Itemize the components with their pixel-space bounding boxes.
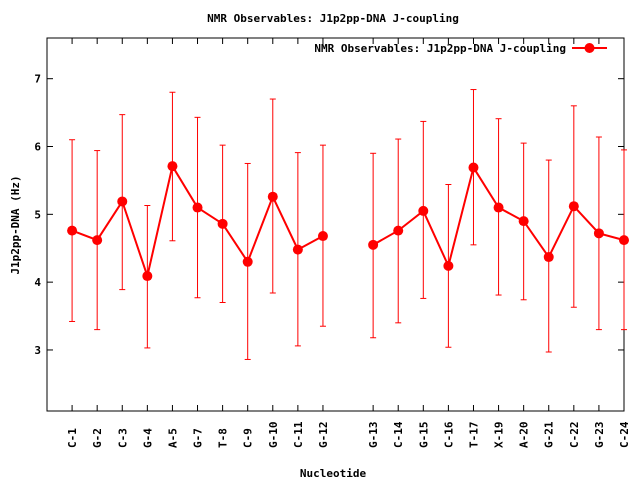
x-tick-label: C-9 <box>242 428 255 448</box>
data-point <box>418 205 429 216</box>
data-point <box>593 228 604 239</box>
x-tick-label: G-4 <box>141 428 154 448</box>
data-point <box>267 191 278 202</box>
legend: NMR Observables: J1p2pp-DNA J-coupling <box>314 42 607 55</box>
data-point <box>493 202 504 213</box>
x-tick-label: C-16 <box>442 421 455 448</box>
x-axis: C-1 G-2 C-3 G-4 A-5 G-7 T-8 C-9 G-10 C-11 G-12 G-13… <box>66 38 631 448</box>
x-tick-label: X-19 <box>493 422 506 448</box>
y-tick-label: 5 <box>34 208 41 221</box>
y-axis-label: J1p2pp-DNA (Hz) <box>9 175 22 274</box>
data-points <box>67 161 629 282</box>
x-tick-label: G-7 <box>192 428 205 448</box>
x-tick-label: C-14 <box>392 421 405 448</box>
x-tick-label: G-10 <box>267 422 280 449</box>
x-tick-label: G-2 <box>91 428 104 448</box>
y-tick-label: 4 <box>34 276 41 289</box>
series-lines <box>71 163 625 280</box>
data-point <box>192 202 203 213</box>
data-point <box>142 271 153 282</box>
x-tick-label: C-1 <box>66 428 79 448</box>
data-point <box>242 256 253 267</box>
x-axis-label: Nucleotide <box>300 467 367 480</box>
data-point <box>292 244 303 255</box>
data-point <box>619 235 629 246</box>
x-tick-label: T-17 <box>467 422 480 449</box>
data-point <box>117 196 128 207</box>
y-axis: 3 4 5 6 7 <box>34 73 624 357</box>
plot-frame <box>46 37 625 412</box>
x-tick-label: C-3 <box>116 428 129 448</box>
data-point <box>167 161 178 172</box>
x-tick-label: G-21 <box>543 421 556 448</box>
data-point <box>217 218 228 229</box>
y-tick-label: 7 <box>34 73 41 86</box>
data-point <box>443 260 454 271</box>
legend-label: NMR Observables: J1p2pp-DNA J-coupling <box>314 42 566 55</box>
x-tick-label: C-11 <box>292 421 305 448</box>
data-point <box>67 225 78 236</box>
x-tick-label: T-8 <box>217 428 230 448</box>
data-point <box>468 162 479 173</box>
legend-marker <box>584 43 595 53</box>
x-tick-label: A-5 <box>166 428 179 448</box>
x-tick-label: A-20 <box>518 422 531 449</box>
data-point <box>317 231 328 242</box>
data-point <box>543 252 554 263</box>
x-tick-label: G-15 <box>417 422 430 449</box>
x-tick-label: G-13 <box>367 422 380 449</box>
x-tick-label: C-24 <box>618 421 631 448</box>
data-point <box>368 239 379 250</box>
data-point <box>92 235 103 246</box>
data-point <box>518 216 529 227</box>
data-point <box>568 201 579 212</box>
data-point <box>393 225 404 236</box>
y-tick-label: 3 <box>34 344 41 357</box>
error-bars <box>69 89 627 360</box>
x-tick-label: C-22 <box>568 422 581 449</box>
chart-title: NMR Observables: J1p2pp-DNA J-coupling <box>207 12 459 25</box>
y-tick-label: 6 <box>34 141 41 154</box>
x-tick-label: G-23 <box>593 422 606 449</box>
x-tick-label: G-12 <box>317 422 330 449</box>
